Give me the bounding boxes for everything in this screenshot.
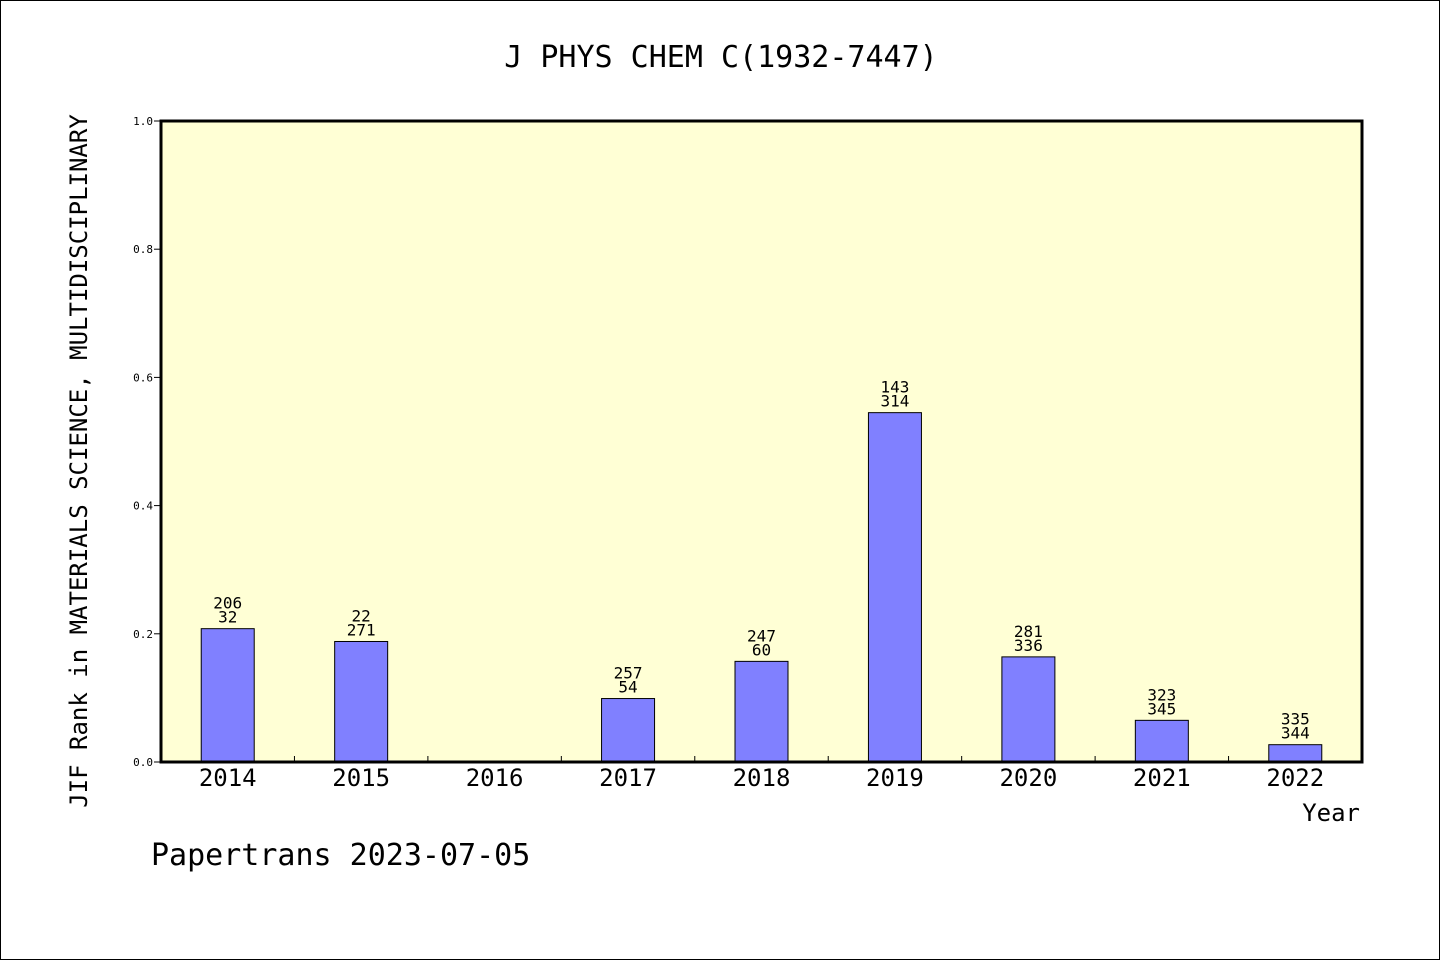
bar — [334, 640, 389, 763]
bar-label-bottom: 271 — [347, 620, 376, 639]
x-tick-label: 2022 — [1266, 764, 1324, 792]
x-tick-label: 2021 — [1133, 764, 1191, 792]
footer-stamp: Papertrans 2023-07-05 — [151, 838, 530, 873]
x-axis-ticks: 2014 2015 2016 2017 2018 2019 2020 2021 2022 — [199, 756, 1324, 792]
bar — [1134, 719, 1189, 763]
y-axis-ticks: 0.0 0.2 0.4 0.6 0.8 1.0 — [133, 115, 161, 769]
bar — [200, 628, 255, 763]
y-tick-label: 0.2 — [133, 628, 153, 641]
bar — [601, 698, 656, 763]
y-tick-label: 0.0 — [133, 756, 153, 769]
bars — [200, 412, 1323, 763]
x-axis-label: Year — [1302, 799, 1360, 827]
bar — [867, 412, 922, 763]
bar-label-top: 257 — [614, 664, 643, 683]
x-tick-label: 2017 — [599, 764, 657, 792]
y-tick-label: 0.8 — [133, 243, 153, 256]
bar-label-top: 22 — [352, 606, 371, 625]
x-tick-label: 2020 — [999, 764, 1057, 792]
x-tick-label: 2018 — [733, 764, 791, 792]
x-tick-label: 2016 — [466, 764, 524, 792]
bar-label-bottom: 344 — [1281, 724, 1310, 743]
bar-label-bottom: 32 — [218, 608, 237, 627]
bar-label-bottom: 314 — [880, 392, 909, 411]
bar-label-top: 323 — [1147, 685, 1176, 704]
bar — [1001, 656, 1056, 763]
x-tick-label: 2019 — [866, 764, 924, 792]
bar-label-bottom: 60 — [752, 640, 771, 659]
x-tick-label: 2014 — [199, 764, 257, 792]
bar-label-top: 143 — [880, 378, 909, 397]
bar-label-bottom: 336 — [1014, 636, 1043, 655]
bar-label-bottom: 345 — [1147, 699, 1176, 718]
y-axis-label: JIF Rank in MATERIALS SCIENCE, MULTIDISC… — [65, 114, 93, 808]
bar-label-top: 206 — [213, 594, 242, 613]
plot-border — [159, 119, 1364, 764]
bar-label-bottom: 54 — [618, 678, 637, 697]
bar — [734, 660, 789, 763]
bar-label-top: 247 — [747, 626, 776, 645]
bar-label-top: 281 — [1014, 622, 1043, 641]
x-tick-label: 2015 — [332, 764, 390, 792]
bar — [1268, 744, 1323, 763]
chart-title: J PHYS CHEM C(1932-7447) — [504, 40, 937, 75]
bar-label-top: 335 — [1281, 710, 1310, 729]
y-tick-label: 0.4 — [133, 500, 153, 513]
y-tick-label: 0.6 — [133, 371, 153, 384]
y-tick-label: 1.0 — [133, 115, 153, 128]
